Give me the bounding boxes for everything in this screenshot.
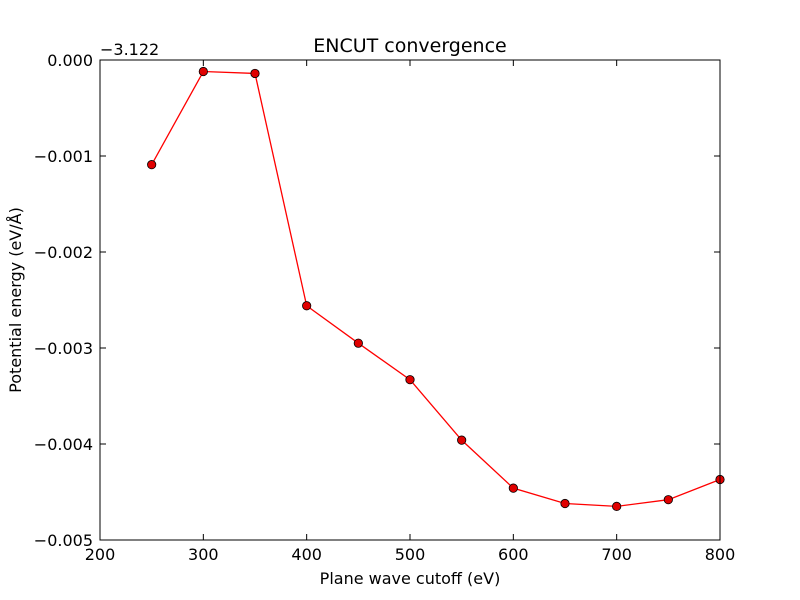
- chart-title: ENCUT convergence: [313, 35, 507, 57]
- data-point: [198, 66, 208, 77]
- y-tick-label: −0.005: [34, 531, 93, 550]
- data-point: [250, 68, 260, 79]
- data-point: [147, 160, 157, 170]
- data-point: [302, 301, 312, 311]
- data-point: [663, 495, 673, 505]
- data-point: [405, 375, 415, 385]
- y-axis-label: Potential energy (eV/Å): [6, 207, 25, 393]
- x-tick-label: 400: [291, 545, 322, 564]
- data-point: [457, 435, 467, 445]
- x-tick-label: 500: [395, 545, 426, 564]
- x-tick-label: 200: [85, 545, 116, 564]
- x-axis-label: Plane wave cutoff (eV): [320, 569, 501, 588]
- y-offset-label: −3.122: [100, 40, 159, 59]
- data-point: [560, 498, 570, 509]
- y-tick-label: 0.000: [47, 51, 93, 70]
- x-tick-label: 600: [498, 545, 529, 564]
- y-tick-label: −0.004: [34, 435, 93, 454]
- series-group: [147, 66, 725, 511]
- plot-frame: [99, 59, 721, 541]
- plot-area: [100, 60, 720, 540]
- x-tick-label: 800: [705, 545, 736, 564]
- data-point: [612, 501, 622, 511]
- tick-group: 200 300 400 500 600 700 800 0.000 −0.001 −0.002 −0…: [34, 51, 735, 564]
- series-line: [151, 70, 721, 508]
- y-tick-label: −0.001: [34, 147, 93, 166]
- data-point: [353, 338, 363, 348]
- x-tick-label: 300: [188, 545, 219, 564]
- x-tick-label: 700: [601, 545, 632, 564]
- y-tick-label: −0.002: [34, 243, 93, 262]
- y-tick-label: −0.003: [34, 339, 93, 358]
- data-point: [508, 483, 518, 493]
